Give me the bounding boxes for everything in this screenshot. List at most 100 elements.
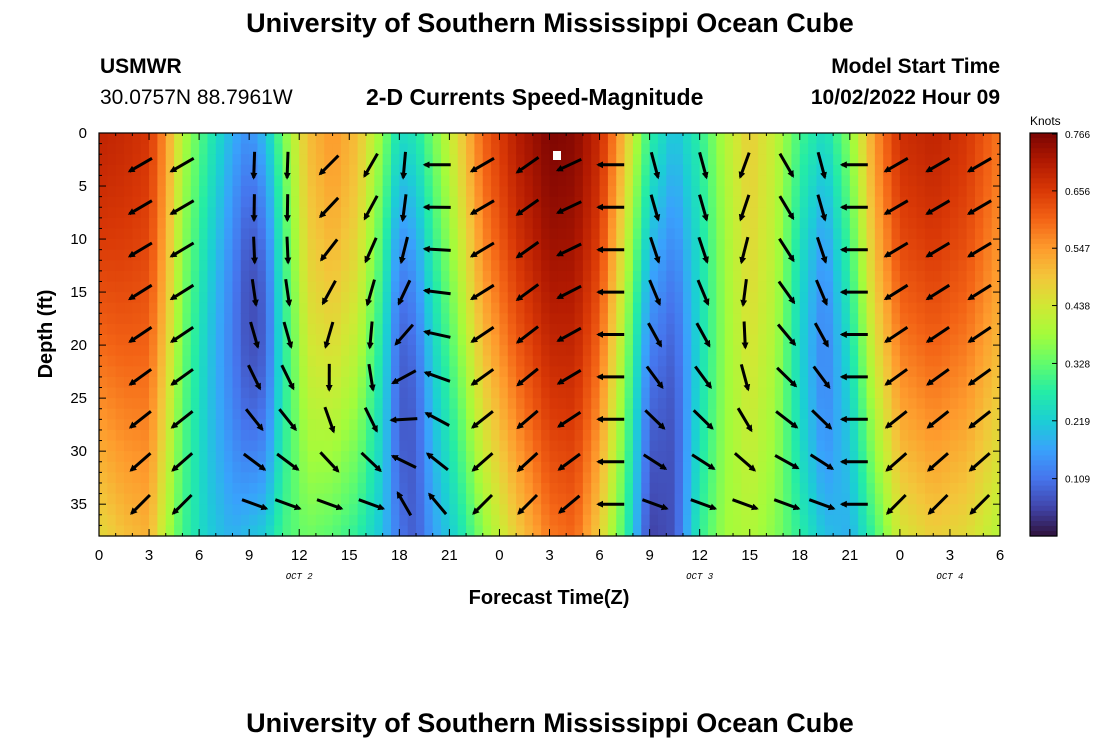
heatmap-cell (708, 525, 717, 537)
heatmap-cell (432, 133, 442, 145)
heatmap-cell (833, 387, 843, 399)
heatmap-cell (649, 186, 659, 198)
heatmap-cell (616, 419, 626, 431)
heatmap-cell (390, 387, 400, 399)
heatmap-cell (199, 419, 209, 431)
heatmap-cell (215, 239, 225, 251)
heatmap-cell (224, 461, 234, 473)
heatmap-cell (991, 164, 1001, 177)
heatmap-cell (165, 493, 175, 505)
heatmap-cell (841, 260, 851, 272)
heatmap-cell (407, 355, 417, 367)
heatmap-cell (265, 376, 275, 389)
colorbar-cell (1030, 274, 1057, 280)
heatmap-cell (541, 249, 551, 261)
heatmap-cell (340, 472, 350, 484)
heatmap-cell (657, 366, 667, 378)
heatmap-cell (833, 281, 843, 293)
heatmap-cell (682, 207, 692, 219)
heatmap-cell (416, 334, 425, 346)
heatmap-cell (666, 133, 676, 145)
heatmap-cell (958, 323, 968, 336)
heatmap-cell (933, 196, 943, 208)
heatmap-cell (399, 387, 409, 399)
heatmap-cell (174, 366, 184, 378)
heatmap-cell (157, 472, 167, 484)
heatmap-cell (507, 228, 517, 240)
heatmap-cell (566, 164, 576, 177)
current-vector-arrow (280, 364, 295, 391)
heatmap-cell (866, 493, 876, 505)
heatmap-cell (190, 504, 200, 516)
colorbar-cell (1030, 384, 1057, 391)
heatmap-cell (733, 440, 742, 452)
heatmap-cell (824, 143, 834, 155)
heatmap-cell (716, 376, 726, 389)
heatmap-cell (824, 408, 834, 420)
heatmap-cell (432, 419, 442, 431)
heatmap-cell (682, 249, 692, 261)
heatmap-cell (416, 281, 425, 293)
heatmap-cell (232, 207, 242, 219)
heatmap-cell (457, 292, 467, 304)
heatmap-cell (132, 281, 142, 293)
heatmap-cell (365, 355, 375, 367)
heatmap-cell (215, 175, 225, 187)
heatmap-cell (282, 133, 292, 145)
heatmap-cell (949, 302, 959, 314)
heatmap-cell (390, 323, 400, 336)
heatmap-cell (349, 292, 359, 304)
heatmap-cell (749, 133, 759, 145)
heatmap-cell (399, 504, 409, 516)
heatmap-cell (499, 228, 509, 240)
heatmap-cell (974, 472, 984, 484)
heatmap-cell (491, 334, 501, 346)
heatmap-cell (991, 175, 1001, 187)
heatmap-cell (657, 186, 667, 198)
heatmap-cell (516, 302, 526, 314)
heatmap-cell (733, 504, 742, 516)
heatmap-cell (833, 429, 843, 442)
heatmap-cell (357, 440, 367, 452)
heatmap-cell (432, 366, 442, 378)
heatmap-cell (833, 355, 843, 367)
heatmap-cell (115, 186, 125, 198)
heatmap-cell (449, 260, 459, 272)
heatmap-cell (499, 366, 509, 378)
heatmap-cell (374, 366, 384, 378)
heatmap-cell (958, 493, 968, 505)
heatmap-cell (215, 154, 225, 166)
heatmap-cell (591, 239, 601, 251)
heatmap-cell (749, 493, 759, 505)
heatmap-cell (816, 270, 826, 283)
heatmap-cell (449, 323, 459, 336)
heatmap-cell (224, 186, 234, 198)
heatmap-cell (566, 408, 576, 420)
heatmap-cell (916, 461, 926, 473)
heatmap-cell (641, 493, 651, 505)
heatmap-cell (215, 376, 225, 389)
heatmap-cell (124, 313, 133, 325)
heatmap-cell (315, 440, 325, 452)
heatmap-cell (749, 196, 759, 208)
heatmap-cell (382, 154, 392, 166)
heatmap-cell (607, 239, 617, 251)
current-vector-arrow (926, 368, 950, 386)
heatmap-cell (324, 482, 334, 495)
heatmap-cell (274, 440, 284, 452)
heatmap-cell (99, 323, 108, 336)
heatmap-cell (908, 334, 918, 346)
heatmap-cell (190, 217, 200, 230)
y-tick-label: 15 (70, 284, 87, 301)
heatmap-cell (524, 175, 534, 187)
heatmap-cell (240, 239, 250, 251)
heatmap-cell (349, 260, 359, 272)
heatmap-cell (532, 429, 542, 442)
current-vector-arrow (129, 452, 152, 472)
heatmap-cell (324, 514, 334, 526)
heatmap-cell (524, 376, 534, 389)
heatmap-cell (682, 281, 692, 293)
heatmap-cell (282, 355, 292, 367)
heatmap-cell (716, 419, 726, 431)
heatmap-cell (466, 525, 476, 537)
